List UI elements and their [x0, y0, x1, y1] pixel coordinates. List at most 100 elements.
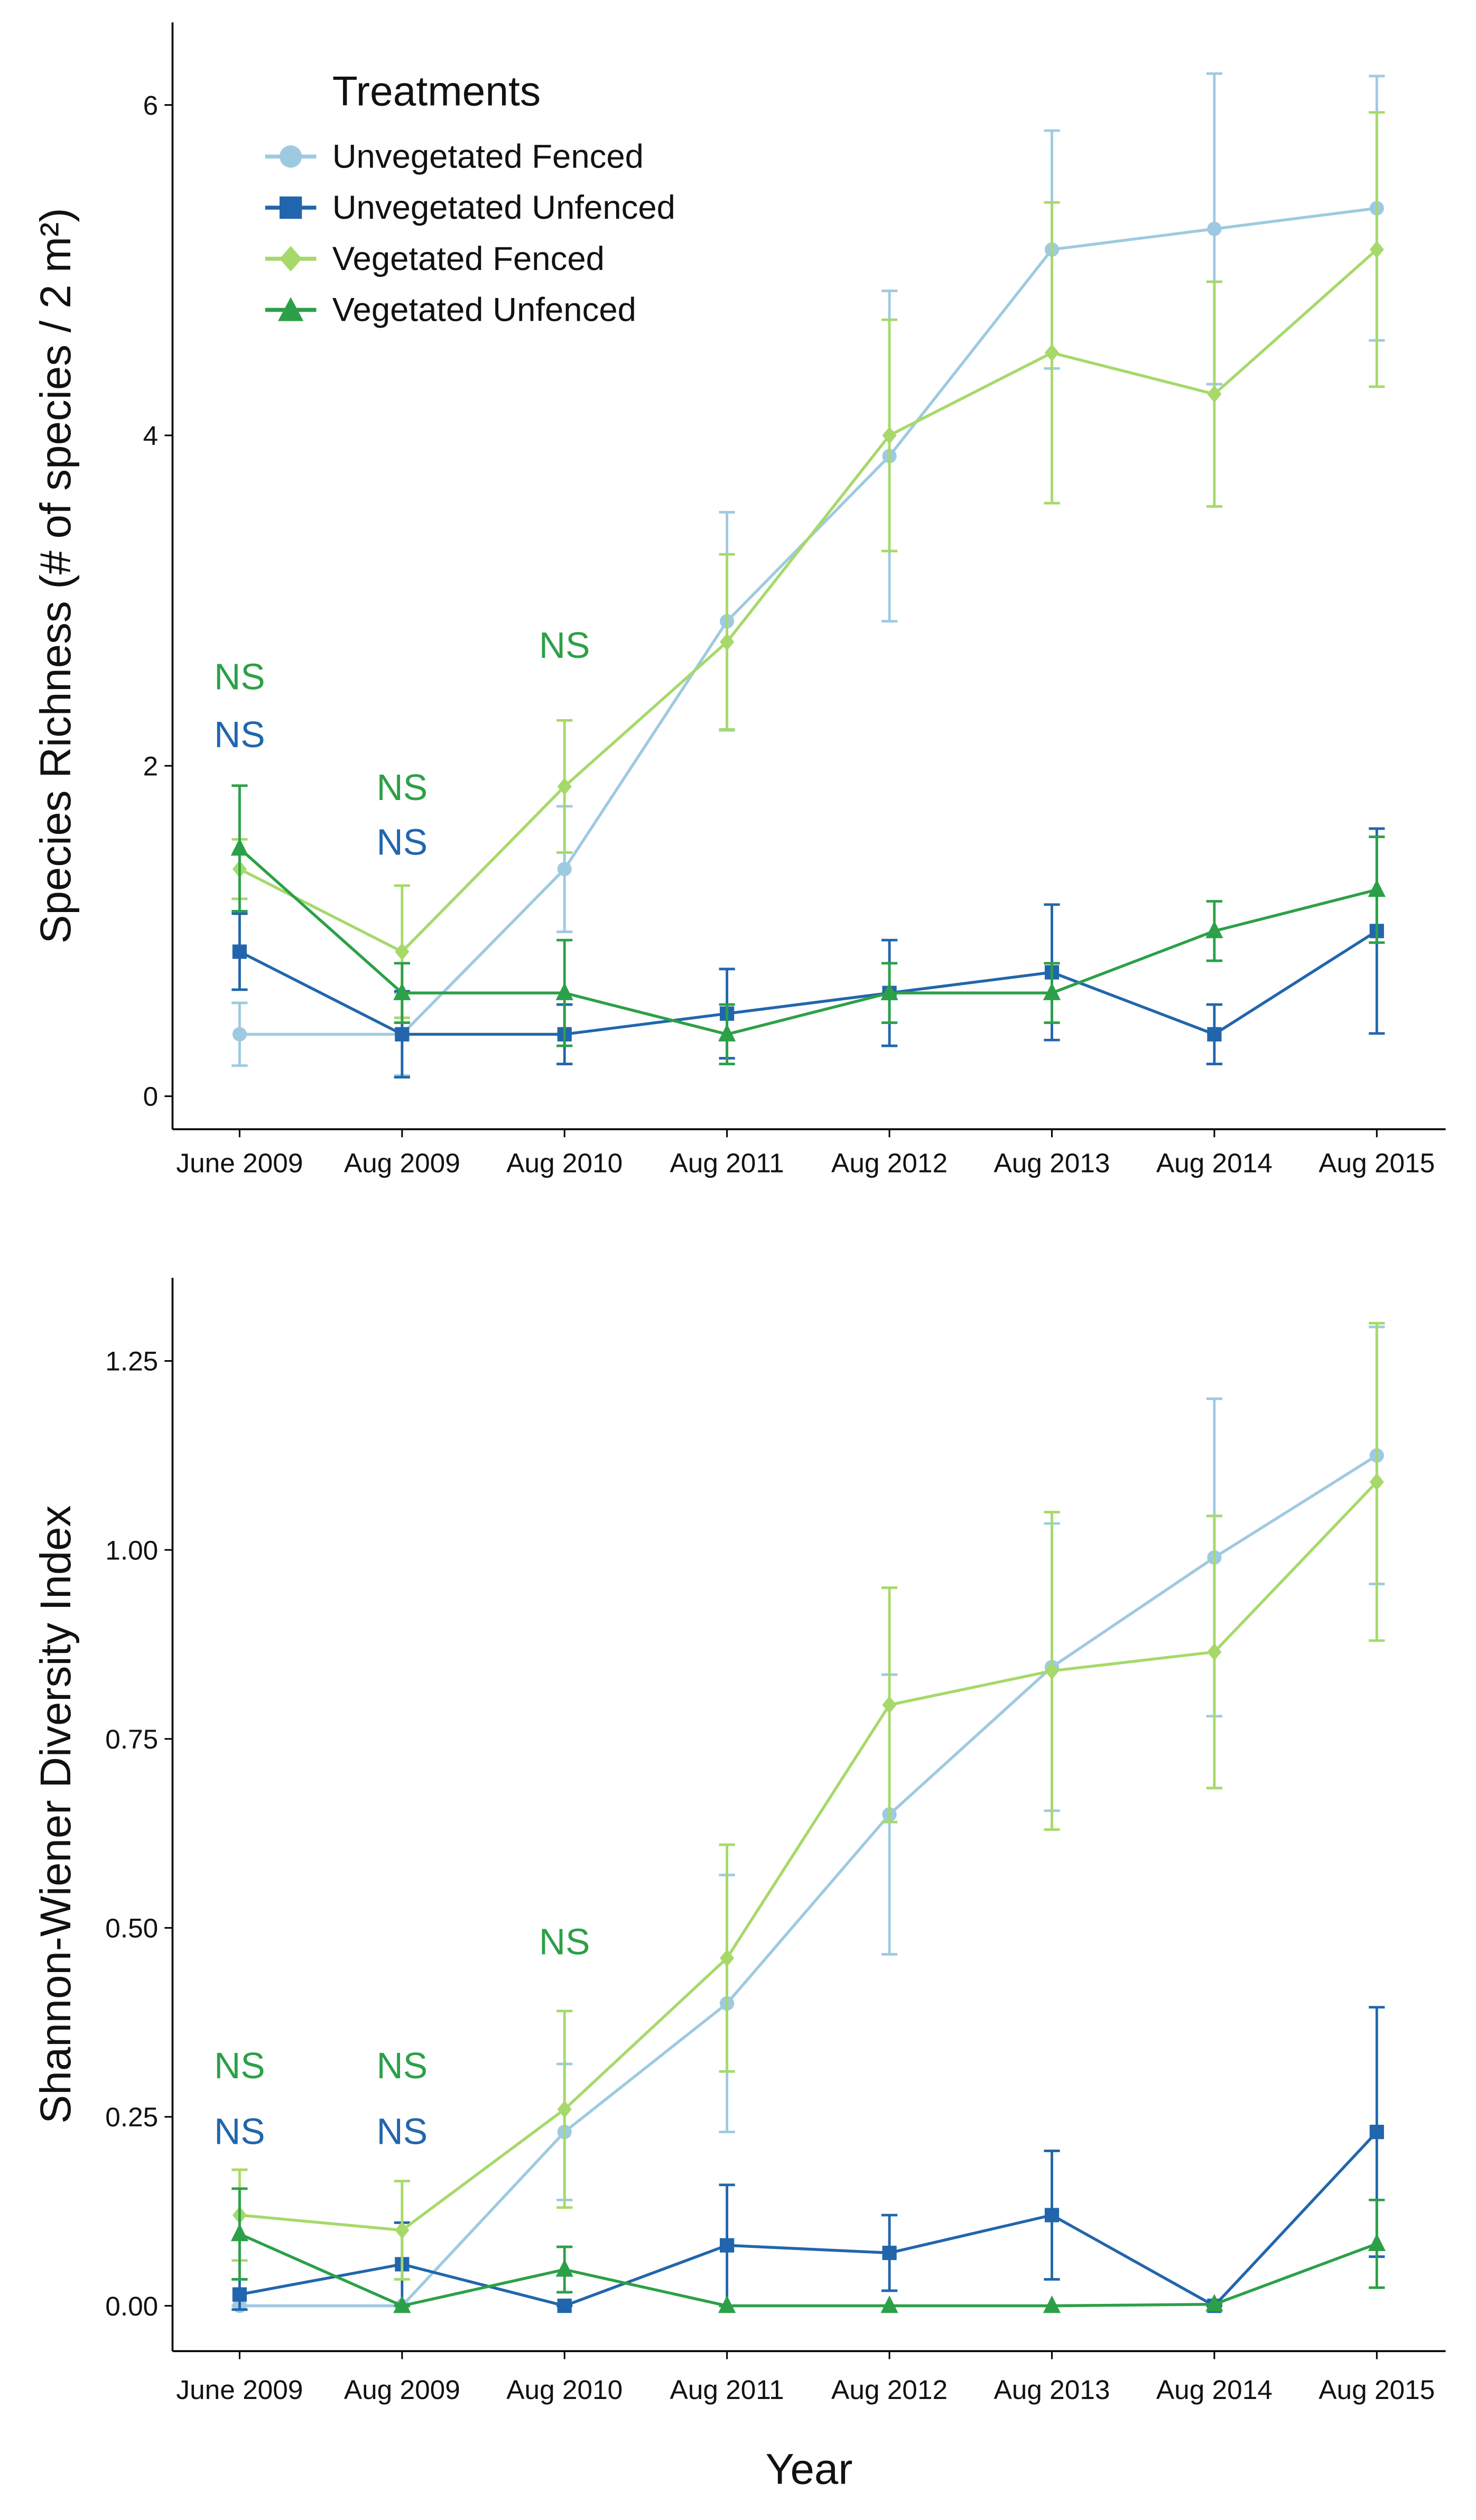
x-tick-label: Aug 2015: [1319, 1148, 1435, 1178]
point: [1369, 2125, 1384, 2140]
y-tick-label: 0: [143, 1081, 159, 1112]
point: [1044, 1662, 1060, 1680]
point: [395, 943, 410, 961]
annotation: NS: [377, 2110, 428, 2152]
legend-title: Treatments: [332, 68, 541, 115]
series-line: [239, 1454, 1378, 2308]
legend-marker: [279, 196, 302, 219]
y-tick-label: 0.00: [105, 2291, 158, 2321]
legend-marker: [279, 145, 302, 168]
series: [230, 784, 1386, 1066]
y-tick-label: 6: [143, 90, 159, 120]
point: [557, 862, 572, 877]
point: [1368, 2233, 1386, 2251]
legend-label: Unvegetated Fenced: [332, 138, 644, 175]
x-tick-label: Aug 2010: [506, 2374, 623, 2405]
point: [393, 2295, 411, 2313]
y-tick-label: 0.75: [105, 1724, 158, 1754]
point: [880, 982, 898, 1000]
point: [720, 1949, 735, 1967]
legend-label: Vegetated Unfenced: [332, 292, 636, 329]
y-axis-title: Shannon-Wiener Diversity Index: [32, 1505, 80, 2124]
x-tick-label: Aug 2010: [506, 1148, 623, 1178]
point: [557, 777, 572, 795]
series-line: [239, 929, 1378, 1036]
series-line: [239, 248, 1378, 954]
y-tick-label: 0.25: [105, 2101, 158, 2132]
point: [882, 1696, 897, 1714]
series: [231, 111, 1385, 1019]
x-tick-label: Aug 2009: [344, 2374, 460, 2405]
series-line: [238, 847, 1377, 1036]
series-line: [239, 1481, 1378, 2232]
y-tick-label: 1.25: [105, 1346, 158, 1377]
point: [230, 2224, 249, 2242]
annotation: NS: [539, 1921, 590, 1962]
point: [1043, 2295, 1061, 2313]
legend-label: Unvegetated Unfenced: [332, 189, 675, 226]
x-tick-label: Aug 2011: [670, 2374, 784, 2405]
point: [555, 2259, 573, 2277]
series: [230, 2187, 1386, 2313]
x-tick-label: Aug 2011: [670, 1148, 784, 1178]
point: [1368, 879, 1386, 897]
annotation: NS: [539, 625, 590, 666]
point: [1207, 385, 1222, 403]
point: [557, 2299, 572, 2313]
point: [1205, 920, 1223, 938]
point: [1207, 1027, 1222, 1042]
point: [1207, 221, 1222, 236]
x-tick-label: Aug 2015: [1319, 2374, 1435, 2405]
y-tick-label: 2: [143, 750, 159, 781]
x-tick-label: Aug 2014: [1156, 2374, 1273, 2405]
series: [231, 1325, 1385, 2313]
point: [1369, 240, 1384, 258]
legend-marker: [277, 297, 304, 321]
point: [395, 2221, 410, 2239]
x-tick-label: Aug 2013: [994, 1148, 1110, 1178]
point: [882, 426, 897, 444]
series-line: [239, 207, 1377, 1036]
point: [718, 1024, 736, 1042]
point: [1207, 1643, 1222, 1661]
y-tick-label: 0.50: [105, 1913, 158, 1944]
legend-marker: [279, 246, 302, 272]
x-tick-label: Aug 2014: [1156, 1148, 1273, 1178]
x-tick-label: Aug 2012: [831, 2374, 948, 2405]
annotation: NS: [214, 714, 265, 755]
annotation: NS: [377, 767, 428, 808]
point: [232, 2287, 247, 2302]
series-line: [239, 2233, 1378, 2308]
annotation: NS: [377, 2045, 428, 2086]
point: [1044, 344, 1060, 362]
annotation: NS: [214, 2045, 265, 2086]
y-tick-label: 1.00: [105, 1535, 158, 1565]
point: [232, 1027, 247, 1042]
point: [393, 982, 411, 1000]
x-tick-label: June 2009: [176, 1148, 303, 1178]
point: [557, 2100, 572, 2118]
point: [1044, 2208, 1060, 2223]
x-tick-label: Aug 2009: [344, 1148, 460, 1178]
x-axis-title: Year: [766, 2445, 853, 2493]
point: [880, 2295, 898, 2313]
point: [230, 838, 249, 856]
annotation: NS: [377, 821, 428, 862]
point: [720, 633, 735, 651]
point: [395, 1027, 410, 1042]
point: [1043, 982, 1061, 1000]
point: [555, 982, 573, 1000]
annotation: NS: [214, 2110, 265, 2152]
legend-label: Vegetated Fenced: [332, 240, 605, 277]
point: [1369, 1473, 1384, 1491]
point: [882, 2245, 897, 2261]
series-line: [239, 2131, 1378, 2308]
series: [231, 1322, 1385, 2281]
annotation: NS: [214, 656, 265, 698]
point: [718, 2295, 736, 2313]
point: [720, 2238, 735, 2253]
x-tick-label: June 2009: [176, 2374, 303, 2405]
y-tick-label: 4: [143, 420, 159, 451]
